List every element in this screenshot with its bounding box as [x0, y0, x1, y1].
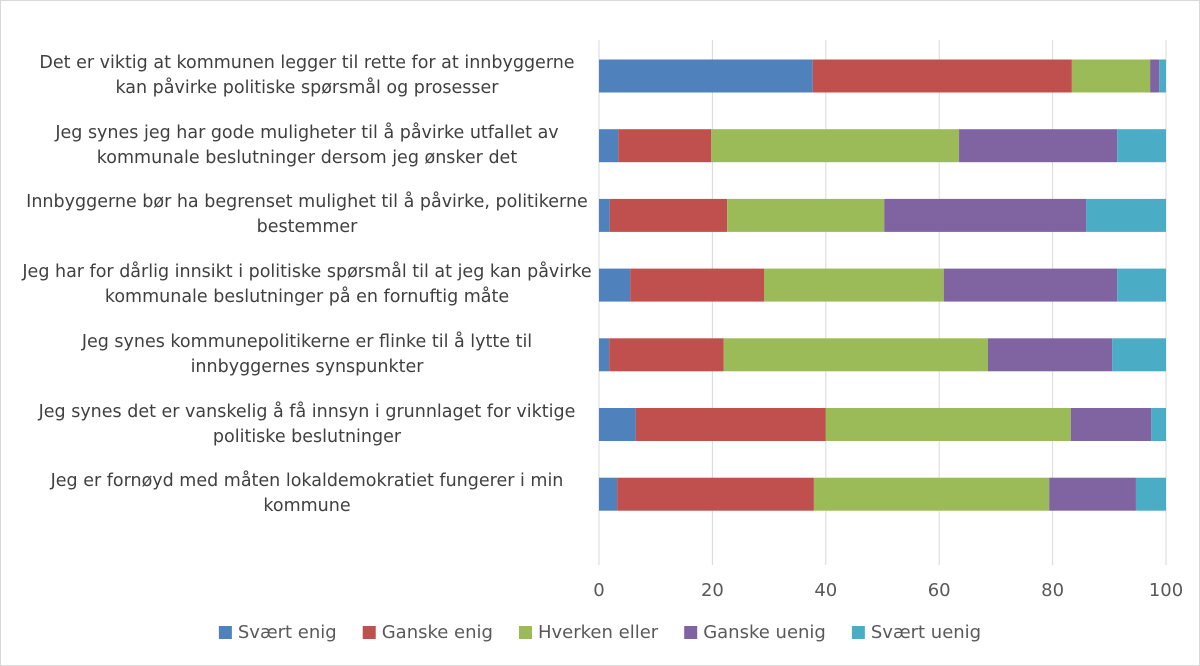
bar-segment	[1135, 477, 1166, 511]
legend-marker	[362, 626, 376, 639]
legend-label: Svært uenig	[871, 622, 981, 643]
x-tick-label: 0	[593, 580, 604, 601]
legend-label: Ganske uenig	[703, 622, 826, 643]
bar-segment	[959, 129, 1118, 163]
bar-segment	[618, 129, 712, 163]
bar-segment	[763, 268, 944, 302]
bar-segment	[727, 198, 885, 232]
bar-segment	[599, 338, 610, 372]
category-label: Jeg synes jeg har gode muligheter til å …	[55, 122, 559, 168]
category-label: Innbyggerne bør ha begrenset mulighet ti…	[26, 192, 588, 238]
bar-segment	[943, 268, 1118, 302]
bar-segment	[1151, 408, 1166, 441]
legend-label: Ganske enig	[382, 622, 493, 643]
bar-segment	[1086, 198, 1166, 232]
bar-segment	[599, 268, 631, 302]
bar-segment	[635, 408, 826, 441]
bar-segment	[1117, 129, 1166, 163]
bar-segment	[825, 408, 1071, 441]
category-label: Jeg er fornøyd med måten lokaldemokratie…	[50, 471, 564, 517]
bar-segment	[723, 338, 988, 372]
legend-marker	[518, 626, 532, 639]
bar-segment	[609, 338, 724, 372]
legend-label: Svært enig	[238, 622, 337, 643]
bar-segment	[599, 477, 618, 511]
bar-segment	[599, 198, 610, 232]
category-label: Det er viktig at kommunen legger til ret…	[39, 53, 575, 98]
x-tick-label: 40	[814, 580, 837, 601]
category-label: Jeg synes det er vanskelig å få innsyn i…	[38, 401, 576, 447]
bar-segment	[609, 198, 728, 232]
bar-segment	[599, 129, 619, 163]
bar-segment	[711, 129, 960, 163]
legend-marker	[218, 626, 232, 639]
bar-segment	[1071, 59, 1151, 93]
category-label: Jeg synes kommunepolitikerne er flinke t…	[81, 331, 533, 377]
x-tick-label: 60	[928, 580, 951, 601]
bar-segment	[1112, 338, 1166, 372]
bar-segment	[599, 59, 813, 93]
bar-segment	[1117, 268, 1166, 302]
legend-marker	[684, 626, 698, 639]
bar-segment	[884, 198, 1087, 232]
bar-segment	[813, 477, 1050, 511]
bar-segment	[812, 59, 1072, 93]
bar-segment	[630, 268, 764, 302]
bar-segment	[987, 338, 1113, 372]
x-tick-label: 20	[701, 580, 724, 601]
bar-segment	[1049, 477, 1136, 511]
legend-label: Hverken eller	[538, 622, 659, 643]
x-tick-label: 100	[1149, 580, 1183, 601]
bar-segment	[599, 408, 636, 441]
legend-marker	[851, 626, 865, 639]
category-label: Jeg har for dårlig innsikt i politiske s…	[22, 262, 592, 308]
bar-segment	[617, 477, 814, 511]
bar-segment	[1159, 59, 1166, 93]
bar-segment	[1150, 59, 1160, 93]
x-tick-label: 80	[1041, 580, 1064, 601]
bar-segment	[1070, 408, 1152, 441]
